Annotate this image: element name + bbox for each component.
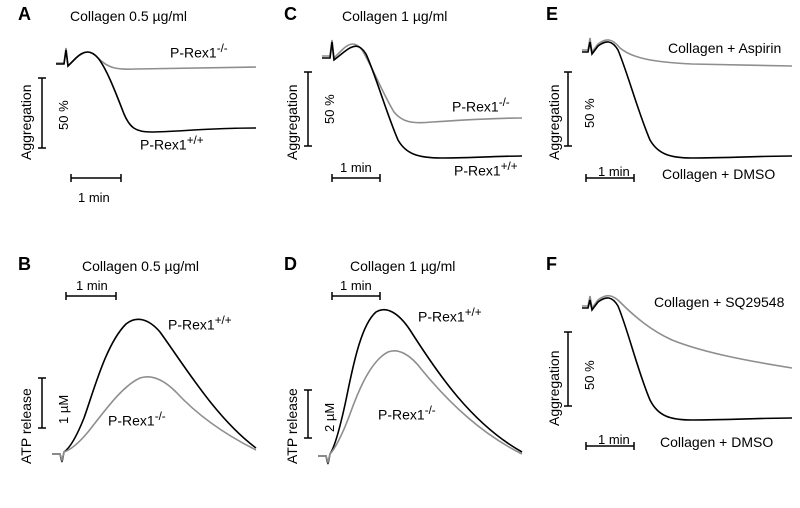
panel-f-gray-label: Collagen + SQ29548 bbox=[654, 294, 784, 310]
panel-letter-b: B bbox=[18, 254, 31, 275]
panel-a-title: Collagen 0.5 µg/ml bbox=[70, 8, 187, 24]
panel-a-yscale-label: 50 % bbox=[56, 100, 71, 130]
panel-d: D Collagen 1 µg/ml ATP release 2 µM 1 mi… bbox=[266, 254, 532, 504]
panel-e-trace-black bbox=[582, 42, 792, 158]
panel-letter-a: A bbox=[18, 4, 31, 25]
panel-f-yscale-label: 50 % bbox=[582, 360, 597, 390]
panel-f-trace-black bbox=[582, 298, 792, 420]
panel-c-wt-label: P-Rex1+/+ bbox=[454, 160, 518, 179]
panel-c-yaxis-label: Aggregation bbox=[284, 84, 300, 160]
panel-c: C Collagen 1 µg/ml Aggregation 50 % 1 mi… bbox=[266, 0, 532, 230]
panel-c-yscale-label: 50 % bbox=[322, 94, 337, 124]
panel-a-ko-label: P-Rex1-/- bbox=[170, 42, 228, 61]
panel-d-xscale-label: 1 min bbox=[340, 278, 372, 293]
panel-b-yscale-label: 1 µM bbox=[56, 395, 71, 424]
panel-d-title: Collagen 1 µg/ml bbox=[350, 258, 455, 274]
panel-letter-f: F bbox=[546, 254, 557, 275]
panel-c-title: Collagen 1 µg/ml bbox=[342, 8, 447, 24]
panel-b-title: Collagen 0.5 µg/ml bbox=[82, 258, 199, 274]
panel-f: F Aggregation 50 % 1 min Collagen + SQ29… bbox=[532, 254, 800, 504]
panel-b-ko-label: P-Rex1-/- bbox=[108, 410, 166, 429]
panel-letter-c: C bbox=[284, 4, 297, 25]
panel-letter-d: D bbox=[284, 254, 297, 275]
panel-letter-e: E bbox=[546, 4, 558, 25]
panel-a-trace-wt bbox=[56, 50, 256, 132]
panel-a-yaxis-label: Aggregation bbox=[18, 84, 34, 160]
panel-b: B Collagen 0.5 µg/ml ATP release 1 µM 1 … bbox=[0, 254, 266, 504]
panel-c-ko-label: P-Rex1-/- bbox=[452, 96, 510, 115]
panel-b-plot bbox=[36, 278, 266, 478]
panel-e-yaxis-label: Aggregation bbox=[546, 84, 562, 160]
panel-e-gray-label: Collagen + Aspirin bbox=[668, 40, 781, 56]
panel-d-ko-label: P-Rex1-/- bbox=[378, 404, 436, 423]
panel-d-yaxis-label: ATP release bbox=[284, 388, 300, 464]
panel-d-plot bbox=[302, 278, 532, 478]
panel-f-xscale-label: 1 min bbox=[598, 432, 630, 447]
panel-e-black-label: Collagen + DMSO bbox=[662, 166, 775, 182]
panel-b-trace-wt bbox=[52, 319, 256, 462]
panel-b-yaxis-label: ATP release bbox=[18, 388, 34, 464]
panel-c-xscale-label: 1 min bbox=[340, 160, 372, 175]
panel-b-xscale-label: 1 min bbox=[76, 278, 108, 293]
panel-d-trace-wt bbox=[318, 310, 522, 464]
panel-e-yscale-label: 50 % bbox=[582, 98, 597, 128]
panel-a: A Collagen 0.5 µg/ml Aggregation 50 % 1 … bbox=[0, 0, 266, 230]
panel-a-wt-label: P-Rex1+/+ bbox=[140, 134, 204, 153]
panel-d-yscale-label: 2 µM bbox=[322, 403, 337, 432]
panel-d-wt-label: P-Rex1+/+ bbox=[418, 306, 482, 325]
panel-a-xscale-label: 1 min bbox=[78, 190, 110, 205]
panel-e-xscale-label: 1 min bbox=[598, 164, 630, 179]
panel-e: E Aggregation 50 % 1 min Collagen + Aspi… bbox=[532, 0, 800, 230]
panel-b-wt-label: P-Rex1+/+ bbox=[168, 314, 232, 333]
panel-f-black-label: Collagen + DMSO bbox=[660, 434, 773, 450]
panel-f-yaxis-label: Aggregation bbox=[546, 350, 562, 426]
